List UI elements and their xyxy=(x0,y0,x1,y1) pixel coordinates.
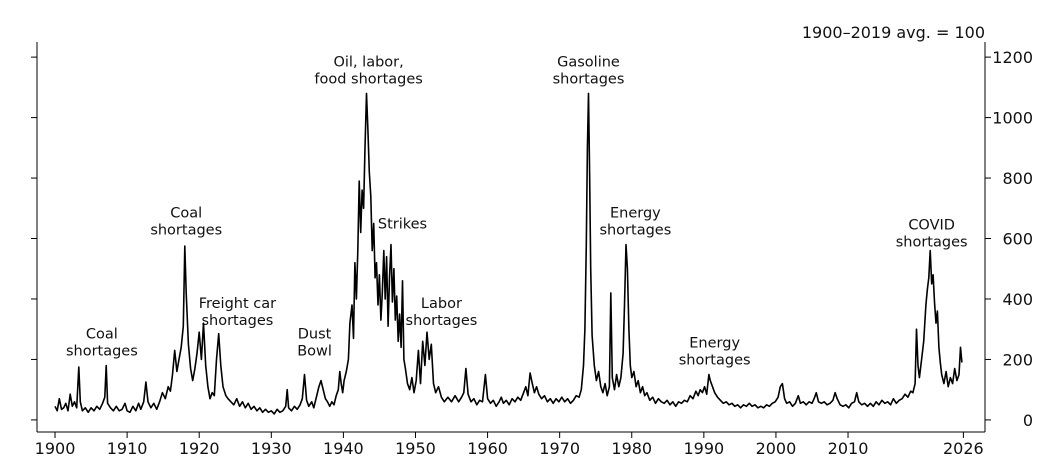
annotation-label: shortages xyxy=(201,313,273,329)
x-tick-label: 1900 xyxy=(35,439,76,458)
y-tick-label: 1200 xyxy=(992,48,1033,67)
y-tick-label: 400 xyxy=(1002,290,1033,309)
annotation-label: shortages xyxy=(599,223,671,239)
axes: 1900 1910 1920 1930 1940 1950 1960 1970 1980 1990… xyxy=(31,42,1033,458)
x-tick-label: 1920 xyxy=(179,439,220,458)
annotation-label: shortages xyxy=(553,71,625,87)
annotation-label: Oil, labor, xyxy=(333,54,403,70)
x-tick-label: 1970 xyxy=(539,439,580,458)
unit-label: 1900–2019 avg. = 100 xyxy=(802,23,985,42)
annotation-label: COVID xyxy=(908,218,955,234)
y-tick-label: 1000 xyxy=(992,109,1033,128)
x-tick-label: 2026 xyxy=(943,439,984,458)
annotation-label: shortages xyxy=(66,343,138,359)
annotation-label: Energy xyxy=(610,206,661,222)
x-tick-label: 2010 xyxy=(828,439,869,458)
series-layer xyxy=(54,92,963,415)
y-tick-label: 600 xyxy=(1002,230,1033,249)
x-tick-label: 2000 xyxy=(756,439,797,458)
annotation-label: shortages xyxy=(150,223,222,239)
x-tick-label: 1930 xyxy=(251,439,292,458)
series-line xyxy=(54,92,963,415)
annotation-label: Dust xyxy=(298,326,332,342)
annotation-label: Bowl xyxy=(297,343,332,359)
x-tick-label: 1980 xyxy=(611,439,652,458)
annotation-label: shortages xyxy=(406,313,478,329)
y-tick-label: 0 xyxy=(1023,411,1033,430)
x-tick-label: 1990 xyxy=(683,439,724,458)
annotation-label: Freight car xyxy=(199,296,276,312)
x-tick-label: 1950 xyxy=(395,439,436,458)
y-tick-label: 200 xyxy=(1002,350,1033,369)
annotation-label: Gasoline xyxy=(557,54,620,70)
annotation-label: shortages xyxy=(896,235,968,251)
annotation-label: Coal xyxy=(86,326,118,342)
annotation-label: Strikes xyxy=(378,216,427,232)
annotation-label: Labor xyxy=(421,296,462,312)
x-tick-label: 1940 xyxy=(323,439,364,458)
y-tick-label: 800 xyxy=(1002,169,1033,188)
x-tick-label: 1960 xyxy=(467,439,508,458)
annotation-label: Coal xyxy=(170,206,202,222)
annotation-label: Energy xyxy=(689,336,740,352)
annotation-label: food shortages xyxy=(314,71,423,87)
x-tick-label: 1910 xyxy=(107,439,148,458)
annotation-label: shortages xyxy=(679,353,751,369)
